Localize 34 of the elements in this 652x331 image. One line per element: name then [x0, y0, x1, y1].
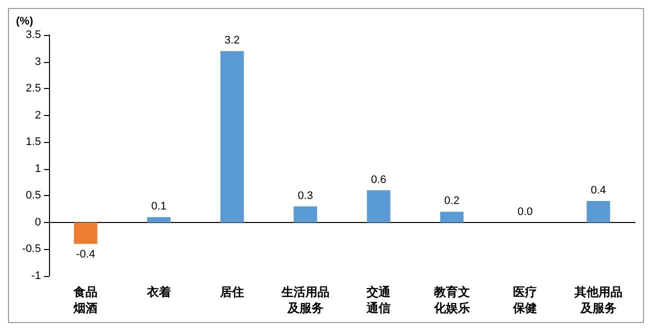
x-tick-label: 其他用品及服务 — [573, 285, 622, 315]
y-tick-label: 0.5 — [26, 190, 41, 202]
data-label: 0.0 — [517, 206, 533, 218]
data-label: -0.4 — [76, 248, 96, 260]
x-tick-label: 生活用品及服务 — [280, 285, 330, 315]
bar — [74, 222, 98, 244]
y-axis-title: (%) — [16, 16, 34, 28]
bar — [440, 212, 464, 222]
bar — [586, 201, 610, 222]
x-tick-label: 交通通信 — [366, 285, 392, 315]
y-tick-label: 2.5 — [26, 82, 41, 95]
x-tick-label: 教育文化娱乐 — [432, 285, 470, 315]
y-tick-label: 3.5 — [26, 29, 41, 41]
x-tick-label: 医疗保健 — [512, 285, 538, 315]
x-tick-label: 食品烟酒 — [72, 285, 98, 315]
y-tick-label: 3 — [34, 56, 41, 68]
bar — [294, 206, 318, 222]
y-tick-label: -1 — [31, 270, 41, 282]
data-label: 0.2 — [444, 195, 460, 208]
bar — [220, 51, 244, 222]
y-tick-label: 1 — [34, 162, 41, 175]
x-tick-label: 衣着 — [146, 285, 171, 299]
data-label: 0.6 — [370, 174, 386, 186]
y-tick-label: 1.5 — [26, 136, 41, 148]
y-tick-label: 0 — [34, 216, 41, 228]
data-label: 3.2 — [224, 34, 240, 47]
y-tick-label: -0.5 — [22, 243, 41, 256]
data-label: 0.3 — [298, 190, 314, 202]
x-tick-label: 居住 — [219, 285, 244, 299]
data-label: 0.4 — [590, 184, 606, 197]
y-tick-label: 2 — [34, 109, 41, 122]
data-label: 0.1 — [151, 200, 167, 213]
bar — [366, 190, 390, 222]
bar — [147, 217, 171, 222]
